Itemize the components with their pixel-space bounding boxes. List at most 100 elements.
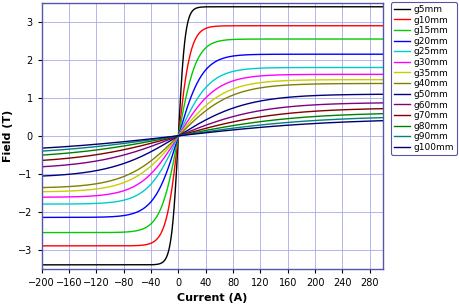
- g40mm: [185, 125, 190, 129]
- g30mm: [380, 73, 385, 76]
- g40mm: [336, 82, 342, 85]
- g35mm: [39, 190, 45, 193]
- Line: g80mm: g80mm: [42, 114, 382, 155]
- g15mm: [185, 88, 190, 92]
- g70mm: [98, 152, 104, 156]
- g20mm: [380, 52, 385, 56]
- g70mm: [373, 107, 379, 111]
- Line: g25mm: g25mm: [42, 68, 382, 204]
- g40mm: [98, 181, 104, 185]
- g15mm: [98, 231, 104, 234]
- g50mm: [336, 93, 342, 97]
- Line: g60mm: g60mm: [42, 103, 382, 167]
- g80mm: [336, 113, 342, 117]
- g20mm: [170, 152, 175, 156]
- Line: g90mm: g90mm: [42, 118, 382, 151]
- g15mm: [39, 231, 45, 234]
- g10mm: [380, 24, 385, 28]
- g15mm: [170, 163, 175, 167]
- g90mm: [336, 117, 342, 121]
- g70mm: [185, 131, 190, 135]
- g25mm: [380, 66, 385, 69]
- g80mm: [39, 153, 45, 157]
- Line: g10mm: g10mm: [42, 26, 382, 246]
- g40mm: [170, 140, 175, 143]
- g25mm: [336, 66, 342, 69]
- g80mm: [170, 135, 175, 139]
- g5mm: [380, 5, 385, 9]
- g70mm: [39, 159, 45, 162]
- g5mm: [185, 21, 190, 25]
- X-axis label: Current (A): Current (A): [177, 293, 247, 303]
- Legend: g5mm, g10mm, g15mm, g20mm, g25mm, g30mm, g35mm, g40mm, g50mm, g60mm, g70mm, g80m: g5mm, g10mm, g15mm, g20mm, g25mm, g30mm,…: [391, 2, 456, 155]
- g5mm: [39, 263, 45, 267]
- g80mm: [78, 150, 83, 154]
- g25mm: [39, 202, 45, 206]
- g90mm: [170, 135, 175, 139]
- g60mm: [78, 162, 83, 165]
- g10mm: [98, 244, 104, 248]
- g30mm: [170, 143, 175, 147]
- g20mm: [39, 215, 45, 219]
- g35mm: [336, 78, 342, 82]
- g70mm: [78, 155, 83, 159]
- g10mm: [78, 244, 83, 248]
- g35mm: [98, 187, 104, 190]
- g10mm: [373, 24, 379, 28]
- g15mm: [78, 231, 83, 234]
- g35mm: [78, 188, 83, 192]
- g40mm: [380, 82, 385, 85]
- g5mm: [373, 5, 379, 9]
- g5mm: [336, 5, 342, 9]
- g40mm: [373, 82, 379, 85]
- Line: g100mm: g100mm: [42, 121, 382, 148]
- g20mm: [185, 105, 190, 108]
- g15mm: [373, 37, 379, 41]
- g60mm: [185, 130, 190, 134]
- g50mm: [39, 174, 45, 178]
- Line: g70mm: g70mm: [42, 109, 382, 160]
- g80mm: [380, 112, 385, 116]
- g50mm: [98, 168, 104, 172]
- g70mm: [170, 136, 175, 139]
- g100mm: [39, 146, 45, 150]
- g60mm: [39, 165, 45, 169]
- g90mm: [78, 146, 83, 150]
- g60mm: [98, 159, 104, 162]
- g10mm: [185, 65, 190, 69]
- Line: g20mm: g20mm: [42, 54, 382, 217]
- g25mm: [185, 114, 190, 118]
- g60mm: [336, 102, 342, 106]
- g5mm: [98, 263, 104, 267]
- g35mm: [170, 141, 175, 144]
- g30mm: [78, 195, 83, 198]
- g100mm: [185, 133, 190, 136]
- g80mm: [98, 147, 104, 151]
- g25mm: [170, 146, 175, 150]
- g100mm: [78, 144, 83, 147]
- g25mm: [373, 66, 379, 69]
- g60mm: [380, 101, 385, 105]
- g70mm: [380, 107, 385, 110]
- g90mm: [185, 132, 190, 136]
- g15mm: [336, 37, 342, 41]
- g40mm: [39, 186, 45, 189]
- g20mm: [78, 215, 83, 219]
- g50mm: [185, 129, 190, 132]
- g100mm: [380, 119, 385, 122]
- g35mm: [380, 78, 385, 81]
- g90mm: [373, 116, 379, 120]
- g50mm: [380, 92, 385, 96]
- g30mm: [39, 195, 45, 199]
- g25mm: [98, 201, 104, 205]
- g100mm: [170, 135, 175, 138]
- Line: g50mm: g50mm: [42, 94, 382, 176]
- g60mm: [373, 101, 379, 105]
- g35mm: [373, 78, 379, 81]
- g15mm: [380, 37, 385, 41]
- Line: g40mm: g40mm: [42, 84, 382, 188]
- g100mm: [373, 119, 379, 123]
- g30mm: [98, 193, 104, 197]
- g80mm: [185, 132, 190, 136]
- Line: g35mm: g35mm: [42, 80, 382, 192]
